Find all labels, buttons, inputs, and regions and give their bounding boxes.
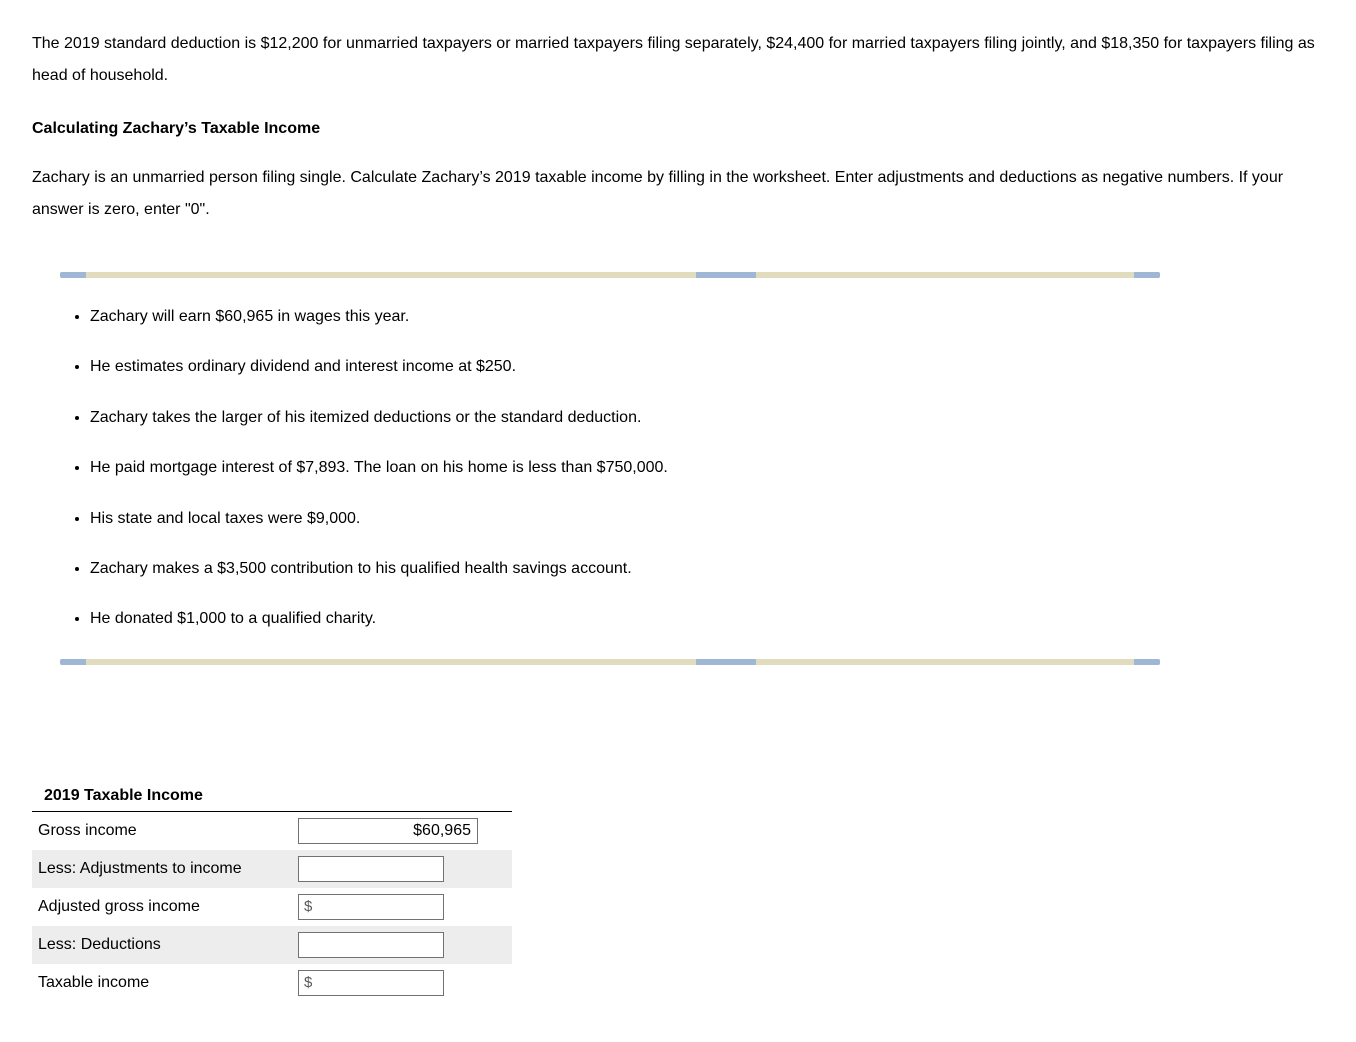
row-input-cell: $ [292, 888, 512, 926]
row-label-agi: Adjusted gross income [32, 888, 292, 926]
list-item: His state and local taxes were $9,000. [90, 508, 1324, 530]
list-item: He paid mortgage interest of $7,893. The… [90, 457, 1324, 479]
row-label-deductions: Less: Deductions [32, 926, 292, 964]
spacer [32, 693, 1324, 781]
deductions-input[interactable] [298, 932, 444, 958]
list-item: Zachary takes the larger of his itemized… [90, 407, 1324, 429]
worksheet-title-row: 2019 Taxable Income [32, 781, 512, 812]
divider-top-wrap [32, 272, 1324, 278]
agi-input[interactable] [298, 894, 444, 920]
input-wrap [298, 856, 444, 882]
input-wrap [298, 932, 444, 958]
intro-paragraph: The 2019 standard deduction is $12,200 f… [32, 28, 1324, 92]
divider-top [60, 272, 1160, 278]
bullet-list: Zachary will earn $60,965 in wages this … [32, 306, 1324, 631]
divider-accent-right [1134, 272, 1160, 278]
instructions-paragraph: Zachary is an unmarried person filing si… [32, 162, 1324, 226]
table-row: Taxable income $ [32, 964, 512, 1002]
list-item: Zachary will earn $60,965 in wages this … [90, 306, 1324, 328]
row-label-taxable-income: Taxable income [32, 964, 292, 1002]
gross-income-input[interactable] [298, 818, 478, 844]
divider-base [60, 659, 1160, 665]
row-input-cell [292, 811, 512, 850]
row-input-cell: $ [292, 964, 512, 1002]
divider-accent-left [60, 659, 86, 665]
taxable-income-input[interactable] [298, 970, 444, 996]
divider-base [60, 272, 1160, 278]
worksheet-table: 2019 Taxable Income Gross income Less: A… [32, 781, 512, 1002]
row-label-adjustments: Less: Adjustments to income [32, 850, 292, 888]
row-input-cell [292, 850, 512, 888]
table-row: Less: Adjustments to income [32, 850, 512, 888]
row-label-gross-income: Gross income [32, 811, 292, 850]
table-row: Less: Deductions [32, 926, 512, 964]
table-row: Adjusted gross income $ [32, 888, 512, 926]
input-wrap [298, 818, 478, 844]
worksheet-title-cell: 2019 Taxable Income [32, 781, 512, 812]
divider-accent-left [60, 272, 86, 278]
list-item: He donated $1,000 to a qualified charity… [90, 608, 1324, 630]
divider-accent-mid [696, 659, 756, 665]
list-item: He estimates ordinary dividend and inter… [90, 356, 1324, 378]
section-heading: Calculating Zachary’s Taxable Income [32, 120, 1324, 138]
divider-bottom [60, 659, 1160, 665]
divider-accent-right [1134, 659, 1160, 665]
divider-bottom-wrap [32, 659, 1324, 665]
adjustments-input[interactable] [298, 856, 444, 882]
table-row: Gross income [32, 811, 512, 850]
page-container: The 2019 standard deduction is $12,200 f… [0, 0, 1356, 1042]
row-input-cell [292, 926, 512, 964]
worksheet-title: 2019 Taxable Income [38, 781, 209, 812]
divider-accent-mid [696, 272, 756, 278]
input-wrap: $ [298, 894, 444, 920]
input-wrap: $ [298, 970, 444, 996]
list-item: Zachary makes a $3,500 contribution to h… [90, 558, 1324, 580]
